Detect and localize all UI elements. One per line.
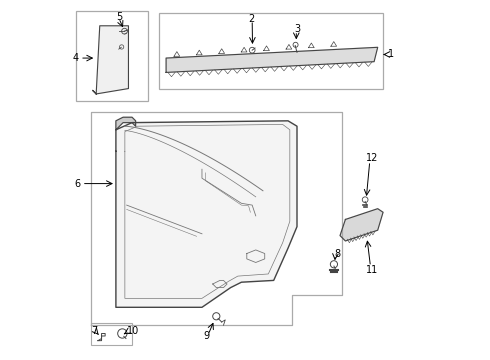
Bar <box>91 323 132 345</box>
Bar <box>159 13 383 89</box>
Text: 1: 1 <box>389 49 394 59</box>
Text: 11: 11 <box>366 265 378 275</box>
Text: 10: 10 <box>126 326 139 336</box>
Text: 2: 2 <box>248 14 255 24</box>
Text: 8: 8 <box>334 248 340 258</box>
Polygon shape <box>340 209 383 241</box>
Text: 7: 7 <box>92 326 98 336</box>
Bar <box>76 12 148 101</box>
Text: 4: 4 <box>73 53 79 63</box>
Text: 9: 9 <box>203 331 209 341</box>
Polygon shape <box>93 26 128 94</box>
Polygon shape <box>116 121 297 307</box>
Text: 3: 3 <box>294 24 300 35</box>
Text: 6: 6 <box>74 179 81 189</box>
Polygon shape <box>166 47 378 72</box>
Text: 5: 5 <box>116 12 122 22</box>
Polygon shape <box>116 117 136 130</box>
Text: 12: 12 <box>366 153 379 163</box>
